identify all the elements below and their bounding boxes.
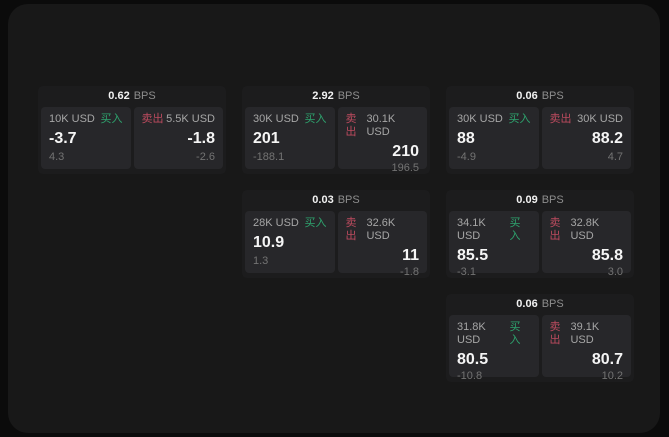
sell-amount: 30.1K USD [366, 113, 396, 138]
sell-value: 88.2 [591, 130, 623, 147]
buy-sub-value: -188.1 [253, 151, 285, 163]
card-body: 30K USD 买入 88 -4.9 卖出 30K USD 88.2 4.7 [446, 107, 634, 169]
bps-unit-label: BPS [133, 90, 156, 102]
sell-panel[interactable]: 卖出 32.6K USD 11 -1.8 [337, 211, 427, 278]
card-body: 34.1K USD 买入 85.5 -3.1 卖出 32.8K USD 85.8… [446, 211, 634, 278]
sell-value: 11 [402, 247, 419, 264]
buy-amount: 10K USD [49, 113, 95, 125]
card-body: 30K USD 买入 201 -188.1 卖出 30.1K USD 210 1… [242, 107, 430, 174]
sell-side-label: 卖出 [141, 113, 164, 125]
quote-card: 0.62 BPS 10K USD 买入 -3.7 4.3 卖出 5.5K USD… [38, 86, 226, 174]
quote-card: 0.09 BPS 34.1K USD 买入 85.5 -3.1 卖出 32.8K… [446, 190, 634, 278]
bps-unit-label: BPS [337, 90, 360, 102]
buy-value: 85.5 [457, 247, 489, 264]
card-body: 31.8K USD 买入 80.5 -10.8 卖出 39.1K USD 80.… [446, 315, 634, 382]
sell-panel[interactable]: 卖出 32.8K USD 85.8 3.0 [541, 211, 631, 278]
sell-amount: 30K USD [577, 113, 623, 125]
quote-card: 0.06 BPS 31.8K USD 买入 80.5 -10.8 卖出 39.1… [446, 294, 634, 382]
bps-value: 0.06 [516, 90, 538, 102]
card-body: 10K USD 买入 -3.7 4.3 卖出 5.5K USD -1.8 -2.… [38, 107, 226, 169]
sell-sub-value: 196.5 [391, 162, 419, 174]
buy-sub-value: -3.1 [457, 266, 476, 278]
card-header: 0.06 BPS [446, 86, 634, 107]
buy-amount: 30K USD [253, 113, 299, 125]
sell-side-label: 卖出 [549, 113, 572, 125]
buy-side-label: 买入 [304, 217, 327, 229]
sell-amount: 32.8K USD [570, 217, 600, 242]
sell-sub-value: 10.2 [601, 370, 623, 382]
buy-amount: 31.8K USD [457, 321, 486, 346]
bps-value: 0.03 [312, 194, 334, 206]
buy-value: 80.5 [457, 351, 489, 368]
buy-amount: 30K USD [457, 113, 503, 125]
buy-sub-value: 1.3 [253, 255, 269, 267]
buy-panel[interactable]: 28K USD 买入 10.9 1.3 [245, 211, 335, 273]
bps-unit-label: BPS [541, 90, 564, 102]
bps-value: 0.62 [108, 90, 130, 102]
buy-value: 88 [457, 130, 475, 147]
quote-card: 0.03 BPS 28K USD 买入 10.9 1.3 卖出 32.6K US… [242, 190, 430, 278]
bps-unit-label: BPS [541, 194, 564, 206]
buy-side-label: 买入 [508, 113, 531, 125]
buy-value: -3.7 [49, 130, 77, 147]
sell-side-label: 卖出 [549, 217, 561, 242]
bps-value: 2.92 [312, 90, 334, 102]
card-body: 28K USD 买入 10.9 1.3 卖出 32.6K USD 11 -1.8 [242, 211, 430, 278]
sell-panel[interactable]: 卖出 5.5K USD -1.8 -2.6 [133, 107, 223, 169]
buy-side-label: 买入 [509, 217, 521, 242]
sell-side-label: 卖出 [345, 113, 357, 138]
buy-side-label: 买入 [304, 113, 327, 125]
sell-panel[interactable]: 卖出 39.1K USD 80.7 10.2 [541, 315, 631, 382]
sell-side-label: 卖出 [549, 321, 561, 346]
card-header: 0.62 BPS [38, 86, 226, 107]
bps-value: 0.06 [516, 298, 538, 310]
sell-sub-value: -1.8 [400, 266, 419, 278]
bps-unit-label: BPS [337, 194, 360, 206]
sell-value: 80.7 [591, 351, 623, 368]
quote-card: 0.06 BPS 30K USD 买入 88 -4.9 卖出 30K USD 8… [446, 86, 634, 174]
sell-value: 210 [392, 143, 419, 160]
buy-sub-value: -10.8 [457, 370, 483, 382]
sell-value: 85.8 [591, 247, 623, 264]
sell-panel[interactable]: 卖出 30K USD 88.2 4.7 [541, 107, 631, 169]
sell-amount: 32.6K USD [366, 217, 396, 242]
buy-amount: 28K USD [253, 217, 299, 229]
buy-panel[interactable]: 34.1K USD 买入 85.5 -3.1 [449, 211, 539, 278]
sell-sub-value: 4.7 [607, 151, 623, 163]
sell-sub-value: -2.6 [196, 151, 215, 163]
buy-sub-value: 4.3 [49, 151, 65, 163]
bps-value: 0.09 [516, 194, 538, 206]
quote-card: 2.92 BPS 30K USD 买入 201 -188.1 卖出 30.1K … [242, 86, 430, 174]
buy-panel[interactable]: 31.8K USD 买入 80.5 -10.8 [449, 315, 539, 382]
sell-side-label: 卖出 [345, 217, 357, 242]
card-header: 0.06 BPS [446, 294, 634, 315]
buy-value: 201 [253, 130, 280, 147]
buy-panel[interactable]: 30K USD 买入 201 -188.1 [245, 107, 335, 169]
buy-sub-value: -4.9 [457, 151, 476, 163]
card-header: 0.03 BPS [242, 190, 430, 211]
sell-amount: 5.5K USD [166, 113, 215, 125]
buy-value: 10.9 [253, 234, 285, 251]
sell-value: -1.8 [187, 130, 215, 147]
buy-side-label: 买入 [100, 113, 123, 125]
buy-panel[interactable]: 10K USD 买入 -3.7 4.3 [41, 107, 131, 169]
sell-panel[interactable]: 卖出 30.1K USD 210 196.5 [337, 107, 427, 174]
buy-panel[interactable]: 30K USD 买入 88 -4.9 [449, 107, 539, 169]
card-header: 0.09 BPS [446, 190, 634, 211]
sell-amount: 39.1K USD [570, 321, 600, 346]
bps-unit-label: BPS [541, 298, 564, 310]
sell-sub-value: 3.0 [607, 266, 623, 278]
buy-amount: 34.1K USD [457, 217, 486, 242]
buy-side-label: 买入 [509, 321, 521, 346]
card-header: 2.92 BPS [242, 86, 430, 107]
app-window: 0.62 BPS 10K USD 买入 -3.7 4.3 卖出 5.5K USD… [8, 4, 660, 433]
